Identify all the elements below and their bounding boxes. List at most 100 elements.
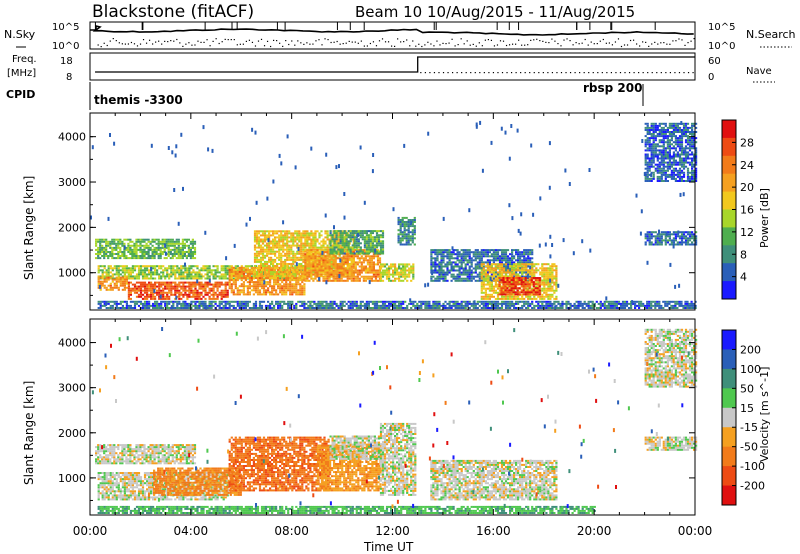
data-cell: [388, 275, 391, 278]
data-cell: [234, 281, 237, 284]
data-cell: [170, 273, 173, 276]
data-cell: [285, 281, 288, 284]
data-cell: [185, 257, 188, 260]
data-cell: [490, 293, 493, 296]
data-cell: [494, 283, 497, 286]
data-cell: [165, 244, 168, 247]
data-cell: [262, 287, 266, 290]
data-cell: [153, 253, 156, 255]
data-cell: [189, 255, 192, 257]
noise-search-dot: [626, 44, 629, 46]
data-cell: [531, 267, 534, 270]
data-cell: [283, 289, 286, 292]
data-cell: [302, 236, 305, 239]
data-cell: [272, 250, 275, 253]
data-cell: [284, 267, 287, 270]
data-cell: [525, 295, 528, 298]
data-cell: [303, 283, 306, 286]
data-cell: [353, 236, 356, 239]
data-cell: [517, 259, 520, 262]
data-cell: [326, 263, 329, 266]
noise-search-dot: [273, 39, 275, 41]
data-cell: [328, 275, 331, 278]
data-cell: [348, 271, 351, 274]
data-cell: [177, 257, 180, 260]
data-cell: [333, 244, 336, 247]
data-cell: [143, 275, 147, 278]
nave-dot: [488, 72, 490, 74]
data-cell: [480, 277, 483, 280]
data-cell: [377, 252, 381, 255]
data-cell: [190, 265, 193, 268]
data-cell: [222, 265, 225, 268]
data-cell: [515, 273, 518, 276]
data-cell: [527, 257, 530, 260]
noise-search-dot: [133, 43, 136, 45]
data-cell: [301, 293, 304, 296]
data-cell: [531, 283, 534, 286]
data-cell: [171, 238, 174, 241]
data-cell: [198, 287, 201, 290]
data-cell: [113, 284, 116, 287]
data-cell: [173, 246, 176, 249]
data-cell: [218, 271, 221, 274]
data-cell: [151, 248, 154, 251]
data-cell: [259, 230, 263, 233]
data-cell: [291, 287, 294, 290]
data-cell: [127, 271, 130, 274]
data-cell: [324, 265, 327, 268]
data-cell: [366, 269, 369, 272]
data-cell: [250, 265, 253, 268]
data-cell: [329, 240, 332, 243]
data-cell: [369, 234, 372, 237]
data-cell: [326, 267, 329, 270]
data-cell: [248, 285, 251, 288]
data-cell: [288, 252, 291, 255]
data-cell: [352, 269, 355, 272]
data-cell: [352, 255, 355, 258]
data-cell: [147, 244, 150, 247]
data-cell: [342, 275, 345, 278]
data-cell: [212, 293, 215, 296]
data-cell: [344, 273, 347, 276]
data-cell: [401, 221, 404, 223]
data-cell: [238, 272, 241, 275]
data-cell: [228, 281, 231, 284]
data-cell: [238, 291, 241, 294]
data-cell: [170, 267, 173, 270]
data-cell: [253, 230, 257, 233]
data-cell: [521, 267, 524, 270]
data-cell: [198, 283, 201, 286]
data-cell: [139, 238, 142, 241]
data-cell: [372, 265, 375, 268]
data-cell: [342, 269, 345, 272]
data-cell: [517, 253, 520, 256]
data-cell: [434, 265, 437, 268]
data-cell: [346, 255, 349, 258]
data-cell: [286, 246, 289, 249]
data-cell: [253, 252, 257, 255]
data-cell: [527, 287, 530, 290]
data-cell: [379, 250, 383, 253]
data-cell: [366, 263, 369, 266]
data-cell: [162, 293, 165, 296]
data-cell: [513, 263, 516, 266]
noise-search-dot: [454, 45, 456, 47]
data-cell: [190, 271, 193, 274]
data-cell: [466, 279, 469, 282]
data-cell: [458, 275, 461, 278]
data-cell: [252, 283, 255, 286]
data-cell: [181, 255, 184, 257]
data-cell: [208, 275, 211, 278]
data-cell: [196, 291, 199, 294]
data-cell: [266, 273, 269, 276]
data-cell: [362, 267, 365, 270]
data-cell: [208, 267, 211, 270]
data-cell: [480, 289, 483, 292]
data-cell: [529, 263, 532, 266]
noise-search-dot: [569, 40, 571, 42]
data-cell: [143, 283, 147, 286]
data-cell: [295, 287, 298, 290]
data-cell: [412, 271, 415, 274]
data-cell: [306, 265, 309, 268]
